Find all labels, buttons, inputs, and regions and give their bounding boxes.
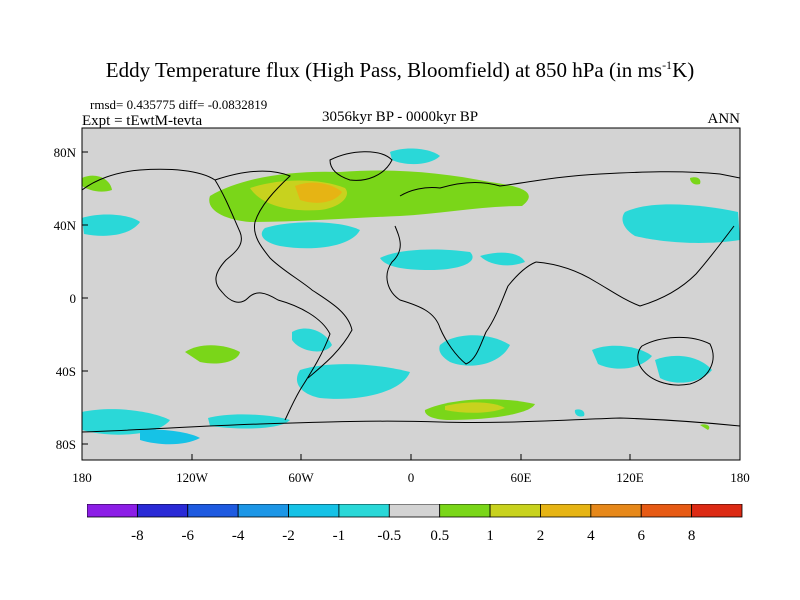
- period-label: 3056kyr BP - 0000kyr BP: [321, 109, 479, 125]
- experiment-label: Expt = tEwtM-tevta: [82, 113, 203, 129]
- anomaly-australia: [655, 355, 712, 383]
- lat-tick-label: 0: [70, 291, 77, 306]
- anomaly-fields: [82, 148, 740, 445]
- anomaly-bering: [690, 177, 701, 185]
- anomaly-alaska: [82, 175, 112, 192]
- colorbar-label: -1: [333, 528, 346, 544]
- antarctica: [82, 417, 740, 433]
- colorbar-swatch: [691, 504, 743, 518]
- lon-tick-label: 0: [408, 470, 415, 485]
- colorbar-swatch: [540, 504, 592, 518]
- anomaly-arabia: [480, 252, 525, 266]
- anomaly-ross: [700, 424, 710, 430]
- lon-tick-label: 120W: [176, 470, 209, 485]
- lon-tick-label: 180: [730, 470, 750, 485]
- lon-tick-label: 60W: [288, 470, 314, 485]
- anomaly-south-atlantic: [296, 364, 410, 399]
- colorbar-swatch: [87, 504, 138, 518]
- colorbar-swatch: [590, 504, 642, 518]
- colorbar-label: 6: [637, 528, 645, 544]
- lon-tick-label: 120E: [616, 470, 644, 485]
- anomaly-arctic: [390, 148, 440, 165]
- stats-text: rmsd= 0.435775 diff= -0.0832819: [90, 97, 268, 112]
- anomaly-amundsen: [140, 429, 200, 445]
- colorbar-swatch: [237, 504, 289, 518]
- colorbar-swatch: [338, 504, 390, 518]
- americas-east-coast: [214, 170, 353, 379]
- anomaly-south-africa: [439, 335, 510, 366]
- anomaly-indian-ocean: [592, 345, 652, 369]
- lon-tick-label: 60E: [511, 470, 532, 485]
- anomaly-east-asia: [622, 204, 740, 243]
- lat-tick-label: 40S: [56, 364, 76, 379]
- eurasia-north: [399, 171, 740, 197]
- colorbar-label: 2: [537, 528, 545, 544]
- anomaly-southern-ocean-core: [445, 402, 505, 413]
- colorbar-swatch: [489, 504, 541, 518]
- map-title: Eddy Temperature flux (High Pass, Bloomf…: [105, 58, 695, 82]
- americas-west-coast: [82, 168, 331, 421]
- anomaly-kerguelen: [574, 409, 585, 417]
- colorbar-swatch: [288, 504, 340, 518]
- colorbar-label: -8: [131, 528, 144, 544]
- season-label: ANN: [707, 111, 741, 127]
- colorbar-label: -6: [182, 528, 195, 544]
- colorbar-label: -0.5: [377, 528, 401, 544]
- colorbar-label: -2: [282, 528, 295, 544]
- greenland: [329, 151, 393, 181]
- anomaly-south-america: [292, 328, 332, 352]
- anomaly-sahara: [380, 249, 473, 270]
- lon-axis: 180 120W 60W 0 60E 120E 180: [72, 454, 750, 485]
- lon-tick-label: 180: [72, 470, 92, 485]
- colorbar-label: 8: [688, 528, 696, 544]
- colorbar-swatch: [439, 504, 491, 518]
- colorbar-labels: -8 -6 -4 -2 -1 -0.5 0.5 1 2 4 6 8: [131, 528, 695, 544]
- australia: [637, 336, 714, 386]
- lat-tick-label: 80S: [56, 437, 76, 452]
- anomaly-north-atlantic-max: [295, 182, 342, 203]
- lat-tick-label: 40N: [54, 218, 77, 233]
- colorbar: -8 -6 -4 -2 -1 -0.5 0.5 1 2 4 6 8: [87, 504, 743, 544]
- colorbar-swatch: [136, 504, 189, 518]
- colorbar-label: 0.5: [430, 528, 449, 544]
- anomaly-pacific-southern: [82, 409, 170, 435]
- colorbar-swatches: [87, 504, 743, 518]
- africa-coast: [386, 225, 537, 365]
- coastlines: [82, 151, 740, 433]
- anomaly-atlantic-midlat: [261, 222, 360, 249]
- colorbar-label: -4: [232, 528, 245, 544]
- colorbar-label: 1: [486, 528, 494, 544]
- colorbar-swatch: [388, 504, 441, 518]
- anomaly-north-pacific-west: [82, 214, 140, 236]
- south-asia-coast: [535, 225, 735, 307]
- anomaly-south-pacific: [185, 345, 240, 364]
- colorbar-swatch: [640, 504, 693, 518]
- lat-tick-label: 80N: [54, 145, 77, 160]
- colorbar-label: 4: [587, 528, 595, 544]
- colorbar-swatch: [187, 504, 239, 518]
- lat-axis: 80N 40N 0 40S 80S: [54, 145, 88, 452]
